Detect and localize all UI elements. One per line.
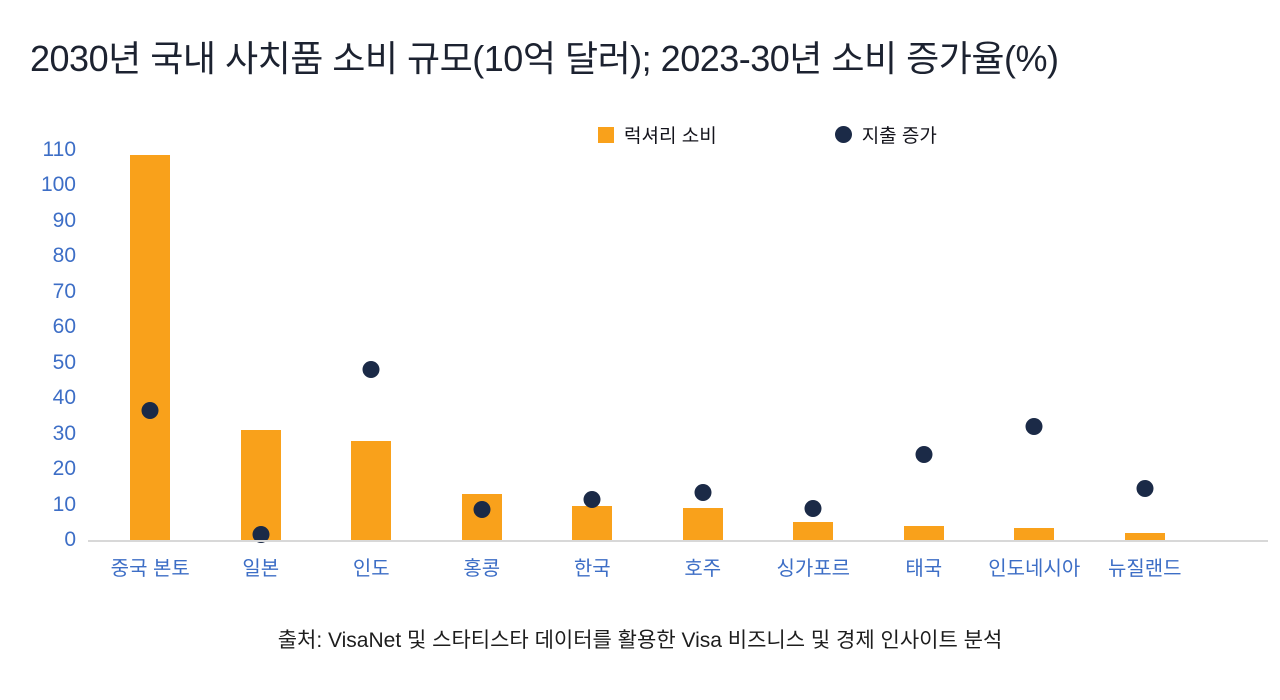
dot-swatch-icon [834, 126, 852, 143]
growth-dot [473, 501, 491, 519]
legend-item-luxury: 럭셔리 소비 [598, 121, 717, 148]
category-slot: 싱가포르 [758, 150, 869, 580]
plot-area: 중국 본토 일본 인도 홍콩 한국 호주 싱가포르 태국 인도네시아 뉴질랜드 [95, 150, 1201, 580]
x-axis-label: 인도 [352, 558, 390, 580]
x-axis-label: 중국 본토 [110, 558, 190, 580]
y-tick-label: 50 [52, 350, 76, 374]
y-tick-label: 10 [52, 492, 76, 516]
category-slot: 인도네시아 [979, 150, 1090, 580]
y-tick-label: 90 [52, 208, 76, 232]
category-slot: 태국 [869, 150, 980, 580]
bar-swatch-icon [598, 126, 614, 143]
growth-dot [141, 402, 159, 420]
y-tick-label: 70 [52, 279, 76, 303]
x-axis-label: 뉴질랜드 [1107, 558, 1182, 580]
luxury-bar [682, 508, 723, 540]
luxury-bar [130, 155, 171, 540]
y-tick-label: 40 [52, 386, 76, 410]
growth-dot [1025, 418, 1043, 436]
y-tick-label: 30 [52, 421, 76, 445]
category-slot: 뉴질랜드 [1090, 150, 1201, 580]
x-axis-label: 일본 [242, 558, 280, 580]
growth-dot [583, 490, 601, 508]
legend-item-growth: 지출 증가 [834, 121, 937, 148]
luxury-bar [903, 525, 944, 540]
luxury-bar [351, 440, 392, 540]
x-axis-label: 홍콩 [463, 558, 501, 580]
growth-dot [804, 499, 822, 517]
y-tick-label: 110 [42, 138, 76, 161]
y-tick-label: 100 [40, 173, 76, 197]
category-slot: 중국 본토 [95, 150, 206, 580]
legend-label-growth: 지출 증가 [861, 126, 937, 147]
luxury-bar [240, 430, 281, 540]
growth-dot [1136, 480, 1154, 498]
chart-title: 2030년 국내 사치품 소비 규모(10억 달러); 2023-30년 소비 … [30, 38, 1059, 79]
category-slot: 한국 [537, 150, 648, 580]
growth-dot [694, 483, 712, 501]
growth-dot [362, 361, 380, 379]
category-slot: 인도 [316, 150, 427, 580]
source-note: 출처: VisaNet 및 스타티스타 데이터를 활용한 Visa 비즈니스 및… [277, 629, 1003, 652]
luxury-bar [572, 506, 613, 540]
chart-legend: 럭셔리 소비 지출 증가 [598, 121, 937, 148]
legend-label-luxury: 럭셔리 소비 [624, 126, 717, 147]
x-axis-line [88, 540, 1268, 542]
growth-dot [915, 446, 933, 464]
y-tick-label: 0 [64, 528, 76, 551]
y-tick-label: 60 [52, 315, 76, 339]
y-axis: 0 10 20 30 40 50 60 70 80 90 100 110 [0, 138, 76, 551]
category-slot: 일본 [206, 150, 317, 580]
x-axis-label: 인도네시아 [988, 558, 1081, 580]
growth-dot [252, 526, 270, 544]
x-axis-label: 한국 [573, 558, 611, 580]
y-tick-label: 20 [52, 457, 76, 481]
category-slot: 홍콩 [427, 150, 538, 580]
luxury-bar [1124, 532, 1165, 540]
x-axis-label: 태국 [905, 558, 943, 580]
luxury-bar [793, 522, 834, 540]
x-axis-label: 싱가포르 [776, 558, 851, 580]
category-slot: 호주 [648, 150, 759, 580]
x-axis-label: 호주 [684, 558, 722, 580]
luxury-bar [1014, 527, 1055, 540]
y-tick-label: 80 [52, 244, 76, 268]
